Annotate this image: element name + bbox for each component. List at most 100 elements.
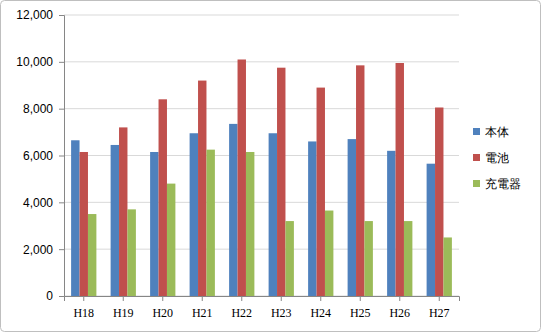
bar (88, 214, 96, 296)
grid (64, 15, 459, 296)
tick-mark (360, 296, 361, 301)
series (88, 150, 452, 296)
tick-mark (320, 296, 321, 301)
tick: H20 (152, 296, 173, 320)
tick: 10,000 (16, 55, 64, 69)
legend-swatch (473, 128, 480, 135)
bar (308, 141, 316, 296)
bar (404, 221, 412, 296)
tick-label: H24 (310, 306, 331, 320)
bar (198, 81, 206, 296)
bar (348, 139, 356, 296)
tick-label: 2,000 (23, 243, 53, 257)
tick-label: 6,000 (23, 149, 53, 163)
tick: 6,000 (23, 149, 64, 163)
legend-label: 本体 (485, 125, 509, 139)
tick: 12,000 (16, 8, 64, 22)
tick: H25 (350, 296, 371, 320)
bar (119, 127, 127, 296)
tick-mark (59, 296, 64, 297)
tick: H23 (271, 296, 292, 320)
tick-label: 8,000 (23, 102, 53, 116)
bar (111, 145, 119, 296)
bar (206, 150, 214, 296)
bar (238, 59, 246, 296)
bar (127, 209, 135, 296)
x-axis: H18 H19 H20 H21 H22 H23 H24 H25 H26 H27 (65, 296, 460, 320)
bar (80, 152, 88, 296)
tick: 0 (46, 289, 64, 303)
tick-label: 0 (46, 289, 53, 303)
bar (427, 164, 435, 296)
tick-mark (123, 296, 124, 301)
tick-label: H22 (231, 306, 252, 320)
grid-line (64, 15, 459, 16)
series (80, 59, 444, 296)
tick-mark (202, 296, 203, 301)
tick-mark (59, 109, 64, 110)
tick: H18 (73, 296, 94, 320)
series (71, 124, 435, 296)
tick-mark (241, 296, 242, 301)
tick-label: H20 (152, 306, 173, 320)
tick-label: H19 (113, 306, 134, 320)
tick-label: H26 (389, 306, 410, 320)
tick-mark (439, 296, 440, 301)
legend-item: 電池 (473, 151, 509, 165)
bar (435, 107, 443, 296)
bar (71, 140, 79, 296)
bar (269, 133, 277, 296)
bar (443, 237, 451, 296)
legend-label: 電池 (485, 151, 509, 165)
chart-border (1, 1, 541, 332)
tick-mark (162, 296, 163, 301)
plot: 02,0004,0006,0008,00010,00012,000H18H19H… (16, 8, 459, 319)
bar (229, 124, 237, 296)
bar (356, 65, 364, 296)
tick: H19 (113, 296, 134, 320)
tick-mark (281, 296, 282, 301)
grid-line (64, 61, 459, 62)
tick-mark (59, 62, 64, 63)
tick-label: 4,000 (23, 196, 53, 210)
bar (325, 211, 333, 296)
legend-swatch (473, 180, 480, 187)
tick-label: 10,000 (16, 55, 53, 69)
tick-label: H21 (192, 306, 213, 320)
bar (246, 152, 254, 296)
tick-label: 12,000 (16, 8, 53, 22)
bar (387, 151, 395, 296)
bar (150, 152, 158, 296)
tick: H26 (389, 296, 410, 320)
axis-line (65, 297, 460, 302)
tick-mark (59, 202, 64, 203)
tick-mark (399, 296, 400, 301)
tick: H24 (310, 296, 331, 320)
bar (364, 221, 372, 296)
tick: H21 (192, 296, 213, 320)
tick: 4,000 (23, 196, 64, 210)
tick: 8,000 (23, 102, 64, 116)
bar (277, 68, 285, 296)
tick-mark (59, 15, 64, 16)
tick-mark (83, 296, 84, 301)
axis-line (59, 16, 65, 297)
legend: 本体電池充電器 (473, 125, 521, 191)
bar (167, 184, 175, 296)
tick: 2,000 (23, 243, 64, 257)
legend-label: 充電器 (485, 177, 521, 191)
bars (71, 59, 452, 296)
tick-label: H27 (429, 306, 450, 320)
legend-item: 充電器 (473, 177, 521, 191)
bar (159, 99, 167, 296)
chart: 02,0004,0006,0008,00010,00012,000H18H19H… (0, 0, 541, 332)
tick-mark (59, 156, 64, 157)
tick: H27 (429, 296, 450, 320)
bar (396, 63, 404, 296)
tick-label: H25 (350, 306, 371, 320)
legend-item: 本体 (473, 125, 509, 139)
legend-swatch (473, 154, 480, 161)
y-axis: 0 2,000 4,000 6,000 8,000 10,000 12,000 (16, 8, 64, 303)
tick-label: H23 (271, 306, 292, 320)
bar (190, 133, 198, 296)
